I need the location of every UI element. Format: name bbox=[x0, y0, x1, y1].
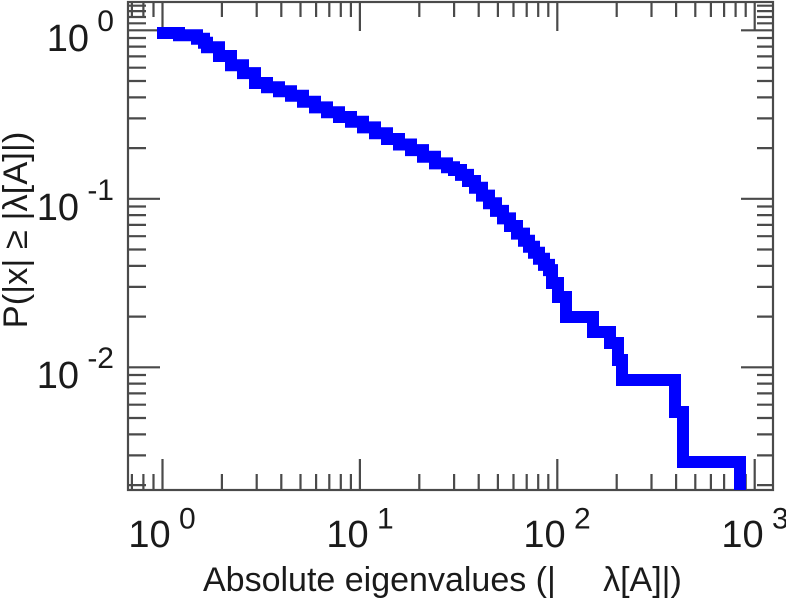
svg-text:Absolute eigenvalues (| λ[: Absolute eigenvalues (| λ[A]|) bbox=[203, 561, 682, 599]
svg-text:P(|x| ≥ |λ[A]|): P(|x| ≥ |λ[A]|) bbox=[0, 132, 35, 329]
